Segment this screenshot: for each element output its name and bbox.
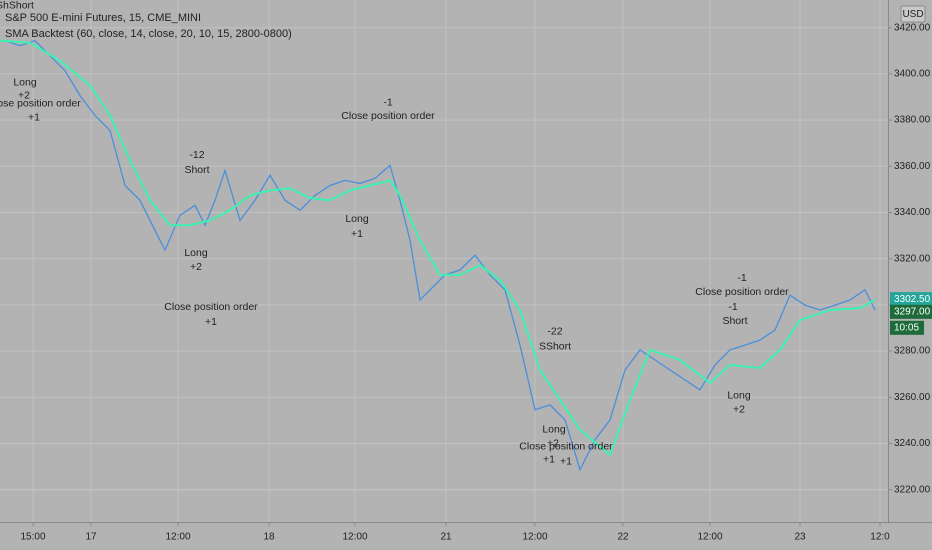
y-tick-label: 3240.00: [894, 438, 931, 449]
currency-box[interactable]: [900, 5, 926, 23]
x-tick-label: 21: [440, 532, 452, 543]
y-tick-label: 3360.00: [894, 161, 931, 172]
annotation: Close position order: [695, 286, 789, 298]
y-tick-label: 3320.00: [894, 253, 931, 264]
x-tick-label: 12:00: [522, 532, 547, 543]
annotation: Long: [727, 390, 751, 402]
x-tick-label: 18: [263, 532, 275, 543]
x-tick-label: 22: [617, 532, 629, 543]
price-label: 3302.50: [894, 294, 931, 305]
x-tick-label: 15:00: [20, 532, 45, 543]
annotation: Short: [722, 315, 747, 327]
x-tick-label: 12:00: [697, 532, 722, 543]
annotation: +2: [190, 261, 202, 273]
annotation: Short: [184, 164, 209, 176]
series-line: [0, 39, 876, 457]
plot: [0, 39, 876, 472]
annotation: -1: [383, 96, 392, 108]
annotation: -1: [728, 301, 737, 313]
axes: 3220.003240.003260.003280.003300.003320.…: [20, 22, 932, 543]
annotation: +2: [18, 89, 30, 101]
annotation: Close position order: [164, 301, 258, 313]
annotation: Long: [13, 76, 37, 88]
x-tick-label: 12:0: [870, 532, 890, 543]
chart-title: S&P 500 E-mini Futures, 15, CME_MINI: [5, 12, 201, 24]
y-tick-label: 3380.00: [894, 115, 931, 126]
annotation: +2: [733, 404, 745, 416]
annotation: +1: [560, 455, 572, 467]
y-tick-label: 3260.00: [894, 392, 931, 403]
price-label: 3297.00: [894, 306, 931, 317]
x-tick-label: 12:00: [342, 532, 367, 543]
y-tick-label: 3420.00: [894, 22, 931, 33]
y-tick-label: 3220.00: [894, 484, 931, 495]
annotation: -12: [189, 149, 204, 161]
annotation: Long: [345, 213, 369, 225]
annotation: Long: [184, 247, 208, 259]
countdown: 10:05: [894, 322, 919, 333]
annotation: Long: [542, 424, 566, 436]
currency[interactable]: USD: [902, 9, 923, 20]
y-tick-label: 3280.00: [894, 346, 931, 357]
annotation: +1: [28, 111, 40, 123]
annotation: Close position order: [341, 110, 435, 122]
series-line: [4, 39, 876, 472]
x-tick-label: 23: [794, 532, 806, 543]
grid: [0, 0, 888, 522]
y-tick-label: 3340.00: [894, 207, 931, 218]
annotation: +1: [543, 453, 555, 465]
annotation: -1: [737, 272, 746, 284]
x-tick-label: 12:00: [165, 532, 190, 543]
annotation: +2: [547, 437, 559, 449]
x-tick-label: 17: [85, 532, 97, 543]
chart-subtitle: SMA Backtest (60, close, 14, close, 20, …: [5, 28, 292, 40]
annotation: +1: [351, 228, 363, 240]
y-tick-label: 3400.00: [894, 69, 931, 80]
annotation: -22: [547, 326, 562, 338]
annotation: ShShort: [0, 0, 34, 12]
price-label-box: [890, 292, 932, 307]
annotation: SShort: [539, 341, 571, 353]
annotation: Close position order: [0, 97, 81, 109]
countdown-box: [890, 320, 924, 335]
annotation: +1: [205, 316, 217, 328]
price-label-box: [890, 304, 932, 319]
annotation: Close position order: [519, 440, 613, 452]
